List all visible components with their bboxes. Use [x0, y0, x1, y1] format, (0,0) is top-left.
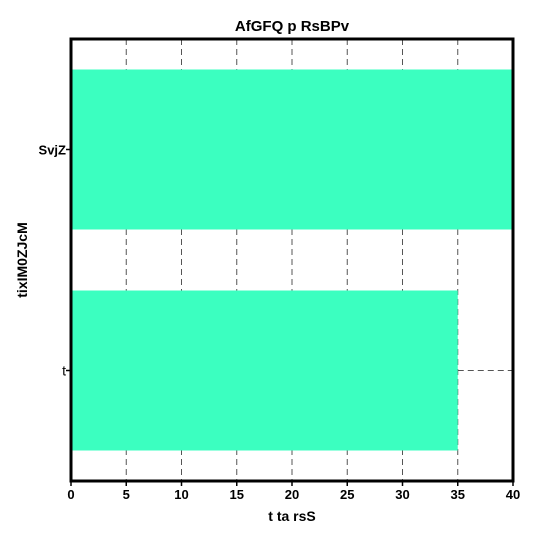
x-tick-label: 35 [451, 487, 465, 502]
bars [71, 69, 513, 451]
x-axis-ticks: 0 5 10 15 20 25 30 35 40 [67, 481, 520, 502]
x-tick-label: 0 [67, 487, 74, 502]
x-axis-label: t ta rsS [268, 508, 315, 524]
x-tick-label: 25 [340, 487, 354, 502]
x-tick-label: 15 [230, 487, 244, 502]
x-tick-label: 5 [123, 487, 130, 502]
x-tick-label: 20 [285, 487, 299, 502]
bar-1 [71, 290, 458, 451]
y-axis-categories: SvjZ t [39, 143, 71, 379]
y-category-label: SvjZ [39, 143, 67, 158]
bar-0 [71, 69, 513, 230]
x-tick-label: 10 [174, 487, 188, 502]
y-axis-label: tixIM0ZJcM [14, 222, 30, 297]
y-category-label: t [62, 363, 66, 379]
x-tick-label: 40 [506, 487, 520, 502]
x-tick-label: 30 [395, 487, 409, 502]
chart-title: AfGFQ p RsBPv [235, 18, 350, 35]
